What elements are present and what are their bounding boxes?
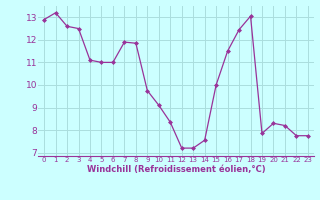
X-axis label: Windchill (Refroidissement éolien,°C): Windchill (Refroidissement éolien,°C) <box>87 165 265 174</box>
